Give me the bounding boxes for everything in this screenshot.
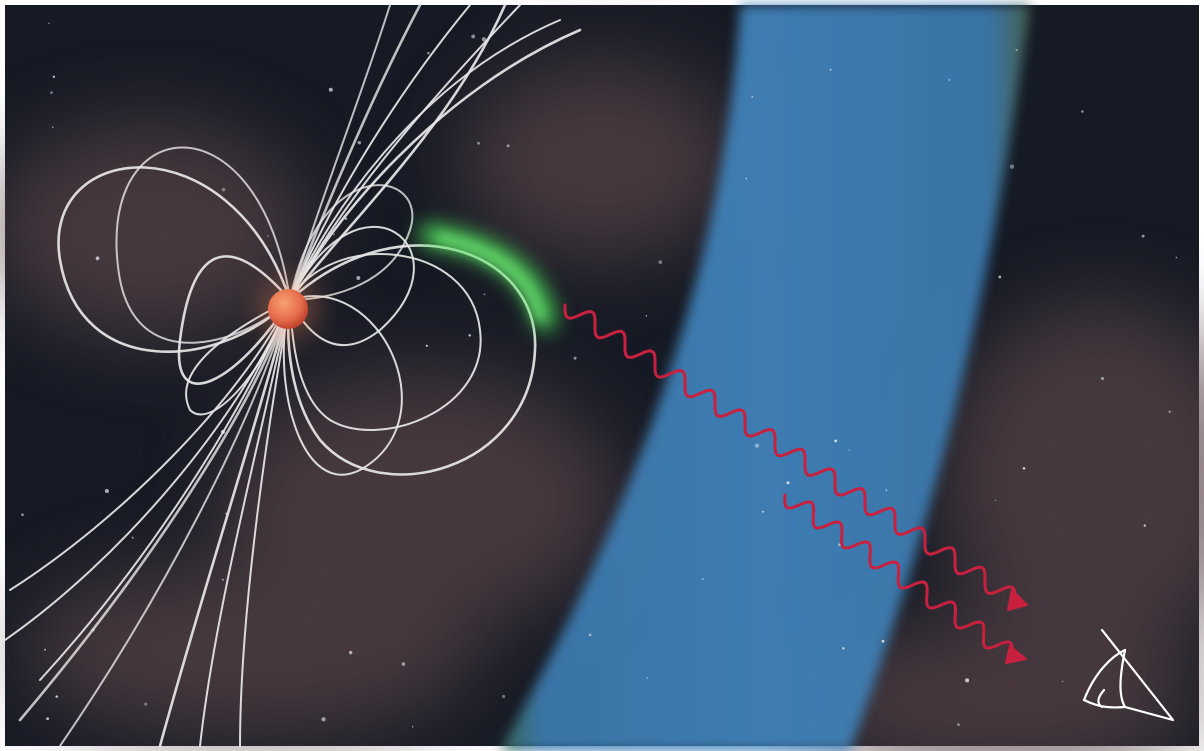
star-dot bbox=[834, 439, 838, 443]
star-dot bbox=[658, 260, 663, 264]
wave-arrow-icon bbox=[1007, 589, 1028, 611]
star-dot bbox=[349, 650, 353, 655]
star-dot bbox=[848, 449, 851, 451]
star-dot bbox=[1100, 377, 1105, 381]
star-dot bbox=[995, 499, 997, 501]
star-dot bbox=[52, 75, 56, 78]
star-dot bbox=[829, 68, 832, 71]
star-dot bbox=[751, 95, 754, 98]
star-dot bbox=[502, 694, 506, 699]
star-dot bbox=[754, 443, 760, 448]
star-dot bbox=[46, 717, 49, 721]
star-dot bbox=[885, 489, 888, 492]
eye-icon bbox=[1082, 628, 1175, 722]
star-dot bbox=[221, 187, 226, 192]
star-dot bbox=[411, 726, 414, 728]
star-dot bbox=[1175, 256, 1178, 259]
star-dot bbox=[471, 34, 476, 39]
star-dot bbox=[333, 233, 335, 236]
star-dot bbox=[104, 488, 109, 494]
star-dot bbox=[55, 695, 58, 698]
star-dot bbox=[427, 51, 430, 55]
star-dot bbox=[483, 293, 486, 296]
star-dot bbox=[588, 633, 592, 637]
star-dot bbox=[1061, 680, 1064, 683]
star-dot bbox=[477, 141, 480, 145]
star-dot bbox=[481, 37, 487, 42]
star-dot bbox=[646, 676, 649, 679]
star-dot bbox=[881, 639, 885, 643]
star-dot bbox=[1168, 410, 1171, 414]
star-dot bbox=[838, 543, 841, 547]
star-dot bbox=[95, 256, 100, 261]
star-dot bbox=[947, 78, 951, 82]
star-dot bbox=[131, 536, 134, 539]
star-dot bbox=[144, 702, 148, 706]
radio-waves bbox=[563, 303, 1028, 664]
star-dot bbox=[321, 717, 326, 722]
star-dot bbox=[52, 126, 54, 128]
star-dot bbox=[48, 22, 50, 25]
star-dot bbox=[425, 344, 428, 347]
nebula-clouds bbox=[0, 60, 1204, 751]
star-dot bbox=[1143, 524, 1147, 527]
star-dot bbox=[50, 91, 53, 94]
star-dot bbox=[1081, 110, 1084, 113]
background-stars bbox=[21, 22, 1178, 728]
star-dot bbox=[222, 579, 224, 581]
star-dot bbox=[356, 276, 361, 280]
wave-arrow-icon bbox=[1005, 645, 1027, 664]
star-dot bbox=[1141, 234, 1145, 238]
star-dot bbox=[965, 678, 970, 683]
star-dot bbox=[357, 141, 361, 145]
star-dot bbox=[998, 275, 1002, 279]
star-dot bbox=[267, 235, 269, 237]
star-dot bbox=[645, 315, 648, 317]
star-dot bbox=[21, 513, 24, 517]
wave-line-top bbox=[563, 303, 1017, 602]
star-dot bbox=[957, 723, 960, 726]
star-icon bbox=[258, 279, 318, 339]
star-dot bbox=[1022, 467, 1026, 470]
star-dot bbox=[506, 144, 510, 148]
star-dot bbox=[786, 481, 790, 485]
star-dot bbox=[328, 87, 333, 92]
star-dot bbox=[842, 647, 845, 650]
star-dot bbox=[1015, 48, 1018, 52]
magnetic-field-lines bbox=[4, 3, 582, 748]
star-dot bbox=[468, 334, 471, 337]
star-dot bbox=[761, 510, 764, 513]
aurora-glow bbox=[419, 224, 556, 331]
star-dot bbox=[401, 662, 406, 666]
wave-line-bottom bbox=[783, 493, 1014, 657]
star-dot bbox=[573, 356, 577, 360]
star-dot bbox=[745, 177, 748, 180]
star-dot bbox=[44, 648, 46, 651]
star-dot bbox=[1009, 164, 1015, 169]
star-dot bbox=[701, 577, 705, 581]
